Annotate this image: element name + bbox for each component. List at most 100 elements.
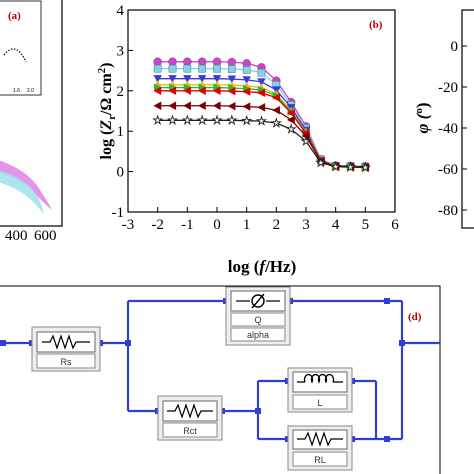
rs-label-box <box>36 353 96 369</box>
x-tick-label: 6 <box>391 217 399 233</box>
data-point <box>212 57 222 66</box>
data-point <box>241 114 253 126</box>
data-point <box>196 114 208 126</box>
rct-symbol-box <box>162 400 218 422</box>
panel-c-ytick-m80: -80 <box>438 203 458 219</box>
panel-a-frame <box>0 0 63 227</box>
data-point <box>257 68 266 77</box>
l-label: L <box>317 398 322 408</box>
circuit-component-rct: Rct <box>157 395 223 441</box>
panel-b-xlabel: log (f/Hz) <box>228 257 296 276</box>
panel-a-inset-tick-1: 1.6 <box>13 88 20 94</box>
data-point <box>242 65 251 74</box>
data-point <box>315 156 327 168</box>
data-point <box>181 114 193 126</box>
rl-label: RL <box>314 455 326 465</box>
data-point <box>212 75 222 83</box>
data-point <box>213 64 221 73</box>
data-point <box>153 101 162 110</box>
alpha-label: alpha <box>247 330 269 340</box>
series-7 <box>153 101 369 172</box>
panel-a-nyquist-magenta <box>0 160 52 210</box>
resistor-icon <box>297 431 343 447</box>
data-point <box>183 57 192 66</box>
panel-b-ylabel: log (Zr/Ω cm2) <box>96 63 118 160</box>
data-point <box>168 57 177 66</box>
resistor-icon <box>167 403 213 419</box>
series-5 <box>154 83 370 172</box>
x-tick-label: -1 <box>181 217 194 233</box>
alpha-label-box <box>230 327 286 342</box>
panel-a-xtick-600: 600 <box>34 228 57 244</box>
data-point <box>153 86 162 95</box>
resistor-icon <box>42 334 90 350</box>
data-point <box>153 64 162 73</box>
panel-a-inset-tick-2: 2.0 <box>27 88 34 94</box>
rs-label: Rs <box>61 357 72 367</box>
series-line <box>157 90 366 168</box>
data-point <box>286 115 295 125</box>
panel-a-xtick-400: 400 <box>5 228 28 244</box>
data-point <box>183 75 192 83</box>
panel-c-frame <box>461 9 474 229</box>
panel-c-ytick-m20: -20 <box>438 80 458 96</box>
data-point <box>226 114 238 126</box>
data-point <box>285 123 297 134</box>
panel-d-circuit: (d) <box>0 285 441 474</box>
panel-d-frame <box>0 285 441 474</box>
data-point <box>257 103 266 112</box>
series-8 <box>152 114 371 173</box>
circuit-component-q: Q alpha <box>225 286 291 346</box>
panel-a-tag: (a) <box>8 10 21 22</box>
rct-label: Rct <box>183 426 197 436</box>
x-tick-label: 3 <box>302 217 310 233</box>
panel-c-ytick-0: 0 <box>451 39 459 55</box>
data-point <box>301 131 310 141</box>
series-line <box>157 86 366 168</box>
data-point <box>152 114 164 126</box>
data-point <box>270 117 282 128</box>
series-line <box>157 84 366 168</box>
y-tick-label: 2 <box>117 84 125 100</box>
cpe-icon <box>236 293 280 309</box>
panel-a-nyquist-cyan <box>0 170 44 214</box>
q-label: Q <box>254 315 261 325</box>
y-tick-label: 4 <box>117 3 125 19</box>
data-point <box>300 135 312 147</box>
x-tick-label: 1 <box>243 217 251 233</box>
circuit-component-rs: Rs <box>31 326 101 372</box>
data-point <box>212 101 221 110</box>
inductor-icon <box>297 373 343 384</box>
data-point <box>227 101 236 111</box>
data-point <box>255 115 268 126</box>
circuit-component-rl: RL <box>287 425 353 471</box>
series-6 <box>153 86 369 172</box>
data-point <box>242 102 251 111</box>
circuit-component-l: L <box>287 367 353 413</box>
data-point <box>168 86 177 95</box>
x-tick-label: -3 <box>122 217 135 233</box>
data-point <box>242 87 251 96</box>
panel-b-frame <box>127 9 396 213</box>
data-point <box>183 86 191 95</box>
panel-b-tag: (b) <box>369 19 383 31</box>
x-tick-label: 5 <box>362 217 370 233</box>
data-point <box>197 86 206 95</box>
panel-c-ytick-m40: -40 <box>438 121 458 137</box>
x-tick-label: 2 <box>273 217 281 233</box>
data-point <box>198 64 206 73</box>
panel-a-inset-frame <box>0 0 42 96</box>
data-point <box>212 86 221 95</box>
panel-a-inset-curve <box>3 48 27 63</box>
data-point <box>286 108 295 118</box>
data-point <box>227 57 237 67</box>
data-point <box>227 75 237 84</box>
data-point <box>272 105 280 115</box>
data-point <box>344 161 357 172</box>
y-tick-label: 1 <box>117 124 125 140</box>
x-tick-label: 0 <box>213 217 221 233</box>
data-point <box>168 101 177 110</box>
data-point <box>359 161 371 173</box>
panel-b-series-group <box>152 57 371 173</box>
